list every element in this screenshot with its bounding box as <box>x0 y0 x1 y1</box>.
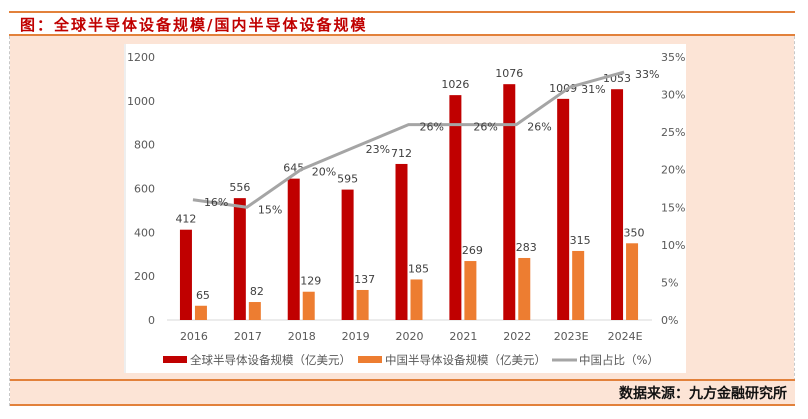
x-axis-tick-label: 2019 <box>342 330 370 343</box>
line-china-share-label: 26% <box>473 121 497 134</box>
line-china-share-label: 16% <box>204 196 228 209</box>
right-axis-tick-label: 15% <box>661 201 685 214</box>
bar-global-value-label: 1026 <box>441 78 469 91</box>
bar-china-value-label: 269 <box>462 244 483 257</box>
bar-global <box>557 98 570 320</box>
footer-bar: 数据来源：九方金融研究所 <box>10 379 795 406</box>
title-bar: 图：全球半导体设备规模/国内半导体设备规模 <box>9 11 795 36</box>
left-axis-tick-label: 400 <box>134 226 155 239</box>
bar-global <box>449 95 462 320</box>
bar-china <box>194 305 207 320</box>
x-axis-tick-label: 2020 <box>396 330 424 343</box>
bar-china <box>464 261 477 320</box>
legend-label-global: 全球半导体设备规模（亿美元） <box>190 353 351 367</box>
bar-china-value-label: 283 <box>516 241 537 254</box>
bar-global-value-label: 556 <box>229 181 250 194</box>
line-china-share-label: 26% <box>420 121 444 134</box>
bar-china-value-label: 65 <box>196 289 210 302</box>
x-axis-tick-label: 2024E <box>608 330 643 343</box>
x-axis-tick-label: 2017 <box>234 330 262 343</box>
left-axis-tick-label: 1000 <box>127 95 155 108</box>
bar-global <box>503 84 516 320</box>
line-china-share-label: 33% <box>635 68 659 81</box>
bar-china <box>410 279 423 320</box>
left-axis-tick-label: 1200 <box>127 51 155 64</box>
line-china-share-label: 23% <box>366 143 390 156</box>
bar-china <box>518 257 531 320</box>
bar-china-value-label: 315 <box>570 234 591 247</box>
x-axis-tick-label: 2018 <box>288 330 316 343</box>
bar-global <box>179 229 192 320</box>
figure-frame <box>9 11 795 406</box>
right-axis-tick-label: 0% <box>661 314 678 327</box>
bar-global <box>233 198 246 320</box>
bar-china <box>302 291 315 320</box>
bar-china-value-label: 185 <box>408 262 429 275</box>
bar-china <box>248 302 261 320</box>
legend-swatch-global <box>163 356 187 363</box>
bar-china <box>626 243 639 320</box>
right-axis-tick-label: 35% <box>661 51 685 64</box>
figure-title: 图：全球半导体设备规模/国内半导体设备规模 <box>20 16 368 34</box>
bar-china <box>572 250 585 320</box>
legend-label-share: 中国占比（%） <box>579 353 659 367</box>
bar-global-value-label: 412 <box>175 213 196 226</box>
line-china-share-label: 31% <box>581 83 605 96</box>
x-axis-tick-label: 2022 <box>503 330 531 343</box>
legend-swatch-china <box>358 356 382 363</box>
bar-china-value-label: 137 <box>354 273 375 286</box>
bar-global-value-label: 595 <box>337 173 358 186</box>
bar-global-value-label: 1009 <box>549 82 577 95</box>
left-axis-tick-label: 0 <box>148 314 155 327</box>
x-axis-tick-label: 2016 <box>180 330 208 343</box>
bar-global-value-label: 1076 <box>495 67 523 80</box>
x-axis-tick-label: 2023E <box>554 330 589 343</box>
right-axis-tick-label: 10% <box>661 239 685 252</box>
data-source: 数据来源：九方金融研究所 <box>619 386 787 402</box>
bar-china-value-label: 129 <box>300 275 321 288</box>
bar-china <box>356 289 369 320</box>
left-axis-tick-label: 600 <box>134 183 155 196</box>
right-axis-tick-label: 25% <box>661 126 685 139</box>
bar-global <box>341 189 354 320</box>
legend-label-china: 中国半导体设备规模（亿美元） <box>385 353 546 367</box>
x-axis-tick-label: 2021 <box>449 330 477 343</box>
bar-global <box>287 178 300 320</box>
bar-global <box>611 89 624 320</box>
line-china-share-label: 26% <box>527 121 551 134</box>
line-china-share-label: 15% <box>258 203 282 216</box>
bar-global-value-label: 712 <box>391 147 412 160</box>
left-axis-tick-label: 800 <box>134 139 155 152</box>
right-axis-tick-label: 5% <box>661 276 678 289</box>
left-axis-tick-label: 200 <box>134 270 155 283</box>
bar-china-value-label: 350 <box>624 226 645 239</box>
right-axis-tick-label: 30% <box>661 89 685 102</box>
bar-global <box>395 163 408 320</box>
bar-china-value-label: 82 <box>250 285 264 298</box>
right-axis-tick-label: 20% <box>661 164 685 177</box>
line-china-share-label: 20% <box>312 166 336 179</box>
